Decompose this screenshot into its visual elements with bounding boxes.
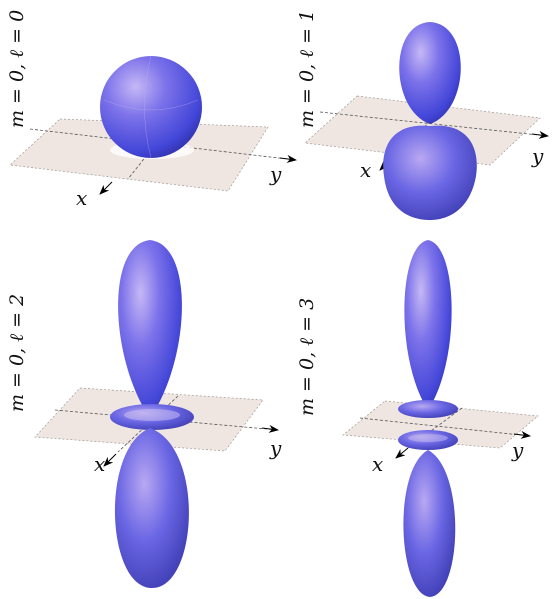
panel-l3 bbox=[342, 240, 539, 597]
lobe-lower-l2 bbox=[114, 428, 189, 588]
axis-y-l1 bbox=[319, 111, 549, 137]
torus-upper-l3 bbox=[398, 400, 458, 418]
panel-label-l1: m = 0, ℓ = 1 bbox=[296, 9, 318, 128]
axis-label-x-l3: x bbox=[372, 452, 384, 476]
axis-label-y-l2: y bbox=[270, 436, 282, 460]
arrow-y-l3 bbox=[513, 430, 531, 439]
plane-l3 bbox=[342, 400, 539, 449]
arrow-y-l1 bbox=[531, 130, 549, 139]
arrow-y-l0 bbox=[279, 154, 297, 163]
axis-label-x-l1: x bbox=[360, 158, 372, 182]
axis-label-y-l3: y bbox=[512, 438, 524, 462]
axis-y-l3 bbox=[359, 417, 531, 437]
lobe-upper-l1 bbox=[399, 22, 461, 124]
panel-l1 bbox=[304, 22, 549, 220]
panel-label-l2: m = 0, ℓ = 2 bbox=[6, 293, 28, 412]
lobe-lower-l3 bbox=[403, 450, 456, 597]
lobe-upper-l3 bbox=[404, 240, 452, 410]
panel-l0 bbox=[9, 55, 297, 195]
lobe-upper-l2 bbox=[118, 240, 182, 418]
panel-label-l3: m = 0, ℓ = 3 bbox=[296, 297, 318, 416]
lobe-lower-l1 bbox=[383, 125, 477, 220]
sphere-l0 bbox=[100, 56, 202, 158]
arrow-x-l2 bbox=[103, 453, 117, 467]
axis-label-x-l0: x bbox=[76, 186, 88, 210]
arrow-x-l3 bbox=[395, 447, 409, 459]
panel-l2 bbox=[34, 240, 279, 588]
axis-label-y-l1: y bbox=[532, 144, 544, 168]
arrow-y-l2 bbox=[261, 424, 279, 433]
panel-label-l0: m = 0, ℓ = 0 bbox=[6, 9, 28, 128]
arrow-x-l0 bbox=[99, 181, 113, 195]
axis-label-x-l2: x bbox=[94, 452, 106, 476]
axis-label-y-l0: y bbox=[270, 162, 282, 186]
